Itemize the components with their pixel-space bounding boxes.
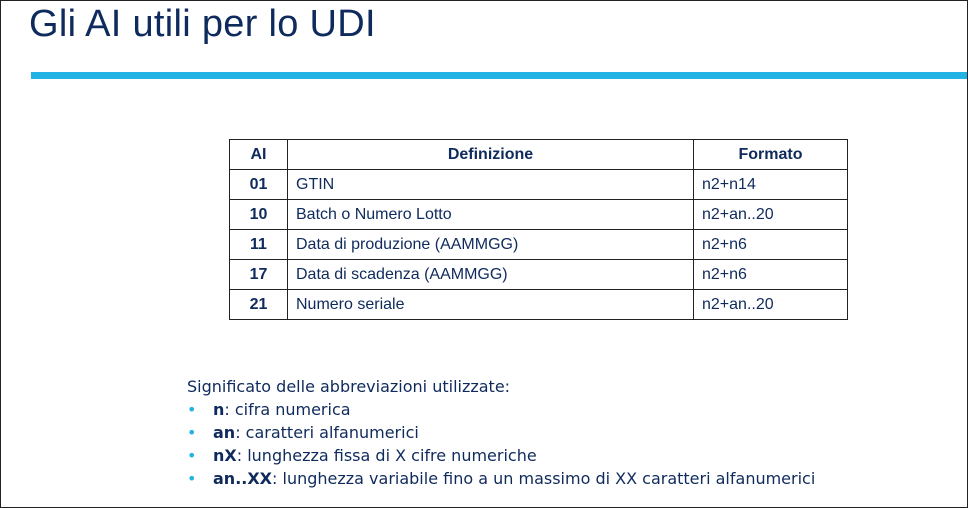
header-ai: AI bbox=[229, 139, 288, 170]
cell-ai: 01 bbox=[229, 169, 288, 200]
legend-desc: : lunghezza variabile fino a un massimo … bbox=[272, 469, 816, 488]
cell-definizione: Data di produzione (AAMMGG) bbox=[287, 229, 694, 260]
table-row: 10 Batch o Numero Lotto n2+an..20 bbox=[229, 199, 848, 230]
cell-definizione: GTIN bbox=[287, 169, 694, 200]
cell-formato: n2+n6 bbox=[693, 259, 848, 290]
legend-desc: : lunghezza fissa di X cifre numeriche bbox=[236, 446, 537, 465]
cell-formato: n2+an..20 bbox=[693, 289, 848, 320]
header-definizione: Definizione bbox=[287, 139, 694, 170]
legend-title: Significato delle abbreviazioni utilizza… bbox=[187, 377, 511, 396]
header-formato: Formato bbox=[693, 139, 848, 170]
abbreviations-legend: Significato delle abbreviazioni utilizza… bbox=[187, 375, 815, 490]
list-item: • nX : lunghezza fissa di X cifre numeri… bbox=[187, 444, 815, 467]
legend-desc: : cifra numerica bbox=[224, 400, 351, 419]
cell-formato: n2+an..20 bbox=[693, 199, 848, 230]
title-underline-bar bbox=[31, 72, 967, 79]
table-header-row: AI Definizione Formato bbox=[229, 139, 848, 170]
ai-table: AI Definizione Formato 01 GTIN n2+n14 10… bbox=[229, 139, 848, 320]
cell-formato: n2+n6 bbox=[693, 229, 848, 260]
bullet-icon: • bbox=[187, 446, 197, 465]
table-row: 17 Data di scadenza (AAMMGG) n2+n6 bbox=[229, 259, 848, 290]
table-row: 01 GTIN n2+n14 bbox=[229, 169, 848, 200]
list-item: • an..XX : lunghezza variabile fino a un… bbox=[187, 467, 815, 490]
legend-desc: : caratteri alfanumerici bbox=[235, 423, 419, 442]
cell-definizione: Data di scadenza (AAMMGG) bbox=[287, 259, 694, 290]
cell-ai: 17 bbox=[229, 259, 288, 290]
cell-definizione: Batch o Numero Lotto bbox=[287, 199, 694, 230]
cell-definizione: Numero seriale bbox=[287, 289, 694, 320]
legend-abbr: an..XX bbox=[213, 469, 273, 488]
bullet-icon: • bbox=[187, 469, 197, 488]
table-row: 21 Numero seriale n2+an..20 bbox=[229, 289, 848, 320]
list-item: • an : caratteri alfanumerici bbox=[187, 421, 815, 444]
legend-abbr: nX bbox=[213, 446, 237, 465]
legend-list: • n : cifra numerica • an : caratteri al… bbox=[187, 398, 815, 490]
legend-abbr: an bbox=[213, 423, 236, 442]
bullet-icon: • bbox=[187, 423, 197, 442]
cell-ai: 21 bbox=[229, 289, 288, 320]
legend-abbr: n bbox=[213, 400, 225, 419]
page-title: Gli AI utili per lo UDI bbox=[29, 3, 376, 45]
bullet-icon: • bbox=[187, 400, 197, 419]
cell-ai: 11 bbox=[229, 229, 288, 260]
cell-formato: n2+n14 bbox=[693, 169, 848, 200]
table-row: 11 Data di produzione (AAMMGG) n2+n6 bbox=[229, 229, 848, 260]
cell-ai: 10 bbox=[229, 199, 288, 230]
list-item: • n : cifra numerica bbox=[187, 398, 815, 421]
